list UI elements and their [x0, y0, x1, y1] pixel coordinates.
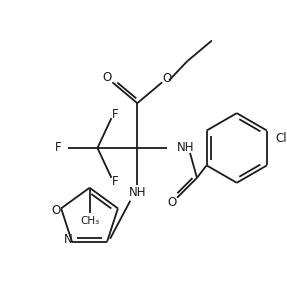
Text: NH: NH: [177, 142, 195, 155]
Text: O: O: [162, 72, 172, 85]
Text: F: F: [112, 175, 119, 188]
Text: O: O: [52, 204, 61, 217]
Text: F: F: [55, 142, 62, 155]
Text: O: O: [103, 71, 112, 84]
Text: F: F: [112, 108, 119, 121]
Text: CH₃: CH₃: [80, 216, 99, 226]
Text: N: N: [64, 233, 72, 246]
Text: O: O: [168, 196, 177, 209]
Text: NH: NH: [129, 186, 146, 199]
Text: Cl: Cl: [275, 132, 287, 145]
